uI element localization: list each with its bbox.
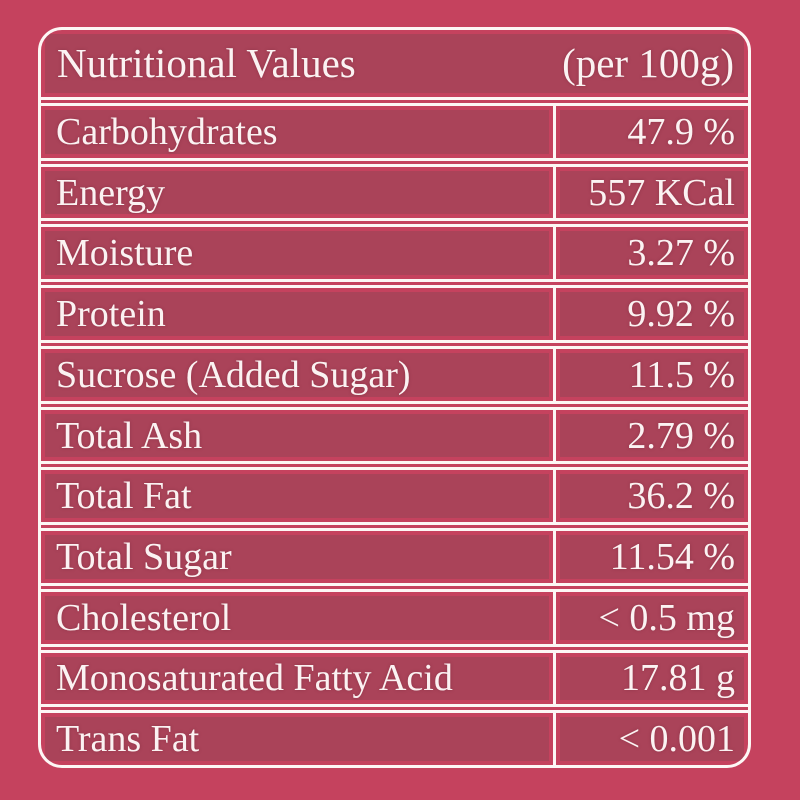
nutrient-value: 3.27 % [627, 232, 735, 275]
nutrient-value-cell: 9.92 % [553, 288, 748, 340]
nutrient-label-cell: Sucrose (Added Sugar) [41, 349, 553, 401]
nutrient-label: Total Sugar [56, 536, 232, 578]
table-header-band: Nutritional Values (per 100g) [45, 34, 744, 93]
nutrient-value-cell: 11.5 % [553, 348, 748, 401]
table-row-protein: Protein 9.92 % [41, 285, 748, 343]
nutrient-label: Sucrose (Added Sugar) [56, 353, 411, 396]
nutrient-value-cell: 36.2 % [553, 470, 748, 523]
nutrient-value: 11.5 % [628, 353, 735, 396]
table-row-trans-fat: Trans Fat < 0.001 [41, 710, 748, 765]
table-row-cholesterol: Cholesterol < 0.5 mg [41, 588, 748, 647]
nutrient-label-cell: Moisture [41, 227, 553, 279]
table-row-total-sugar: Total Sugar 11.54 % [41, 528, 748, 586]
nutrient-label-cell: Monosaturated Fatty Acid [41, 653, 553, 705]
nutrient-label-cell: Trans Fat [41, 713, 553, 765]
table-title: Nutritional Values [57, 40, 356, 86]
nutrient-value-cell: < 0.5 mg [553, 591, 748, 644]
nutrient-label: Total Ash [56, 414, 203, 457]
nutrient-label: Moisture [56, 232, 194, 275]
nutrient-value: < 0.5 mg [598, 596, 736, 639]
nutrient-value: 2.79 % [627, 414, 735, 457]
nutrient-label-cell: Total Fat [41, 470, 553, 522]
table-row-moisture: Moisture 3.27 % [41, 224, 748, 283]
nutrient-value: 11.54 % [609, 536, 735, 578]
nutrient-label: Carbohydrates [56, 110, 278, 153]
table-row-total-ash: Total Ash 2.79 % [41, 406, 748, 465]
table-header-row: Nutritional Values (per 100g) [41, 30, 748, 100]
nutrient-value-cell: 11.54 % [553, 531, 748, 583]
nutrient-value: 557 KCal [588, 171, 735, 214]
nutrient-value: < 0.001 [618, 718, 735, 761]
nutrient-value-cell: 17.81 g [553, 652, 748, 705]
nutrient-label: Total Fat [56, 475, 192, 518]
nutrient-value-cell: 2.79 % [553, 409, 748, 462]
table-row-total-fat: Total Fat 36.2 % [41, 467, 748, 526]
nutrient-label: Monosaturated Fatty Acid [56, 657, 453, 700]
nutrition-facts-table: Nutritional Values (per 100g) Carbohydra… [38, 27, 751, 768]
nutrient-value: 36.2 % [627, 475, 735, 518]
nutrient-label: Energy [56, 171, 166, 214]
nutrient-label-cell: Protein [41, 288, 553, 340]
nutrient-value-cell: 3.27 % [553, 227, 748, 280]
nutrient-value-cell: < 0.001 [553, 713, 748, 765]
nutrient-label-cell: Carbohydrates [41, 106, 553, 158]
nutrient-label: Cholesterol [56, 596, 232, 639]
nutrient-value: 9.92 % [627, 293, 735, 336]
nutrient-label: Trans Fat [56, 718, 200, 761]
nutrient-value-cell: 47.9 % [553, 106, 748, 158]
table-row-sucrose: Sucrose (Added Sugar) 11.5 % [41, 345, 748, 404]
per-unit-note: (per 100g) [562, 40, 734, 86]
table-row-monosaturated-fatty-acid: Monosaturated Fatty Acid 17.81 g [41, 649, 748, 708]
nutrient-label-cell: Cholesterol [41, 592, 553, 644]
nutrient-label-cell: Total Ash [41, 410, 553, 462]
nutrient-value: 17.81 g [621, 657, 735, 700]
nutrient-value-cell: 557 KCal [553, 166, 748, 219]
nutrient-value: 47.9 % [627, 110, 735, 153]
nutrient-label: Protein [56, 293, 166, 336]
nutrient-label-cell: Total Sugar [41, 531, 553, 583]
nutrient-label-cell: Energy [41, 167, 553, 219]
table-row-carbohydrates: Carbohydrates 47.9 % [41, 103, 748, 161]
table-row-energy: Energy 557 KCal [41, 163, 748, 222]
